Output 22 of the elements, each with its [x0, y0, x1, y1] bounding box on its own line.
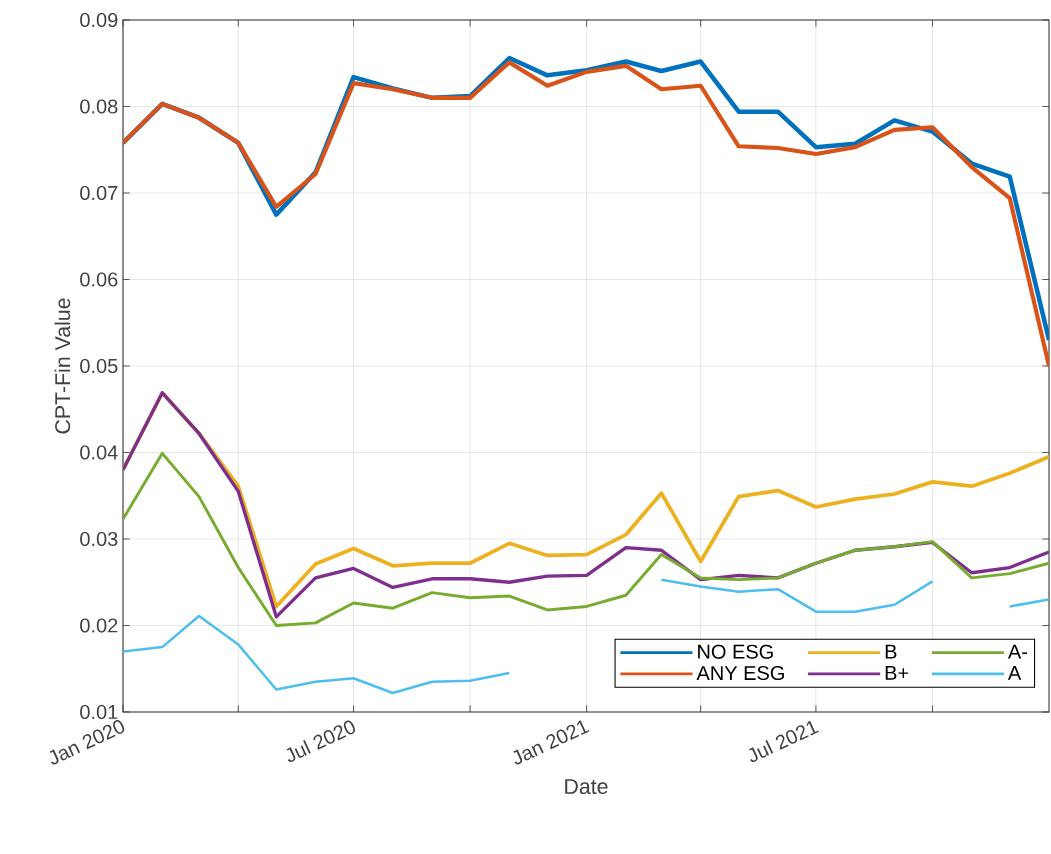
y-tick-label: 0.04 [80, 445, 118, 460]
y-axis-title: CPT-Fin Value [54, 298, 71, 434]
legend-label: A- [1007, 644, 1028, 659]
legend-label: B [885, 644, 897, 659]
y-tick-label: 0.05 [80, 358, 118, 374]
y-tick-label: 0.09 [80, 12, 118, 28]
y-tick-label: 0.03 [80, 531, 118, 547]
y-tick-label: 0.08 [80, 99, 118, 114]
line-series [123, 451, 1049, 627]
legend-label: NO ESG [698, 644, 773, 659]
x-tick-label: Jan 2021 [513, 720, 590, 765]
x-axis-title: Date [565, 779, 608, 795]
x-tick-label: Jul 2020 [286, 720, 355, 763]
x-tick-label: Jul 2021 [749, 720, 819, 763]
y-tick-label: 0.07 [80, 185, 118, 201]
legend-label: B+ [885, 666, 909, 680]
x-tick-label: Jan 2020 [49, 720, 125, 765]
y-tick-label: 0.01 [80, 704, 118, 720]
y-tick-label: 0.06 [80, 272, 118, 287]
legend-label: ANY ESG [696, 665, 784, 681]
y-tick-label: 0.02 [80, 618, 118, 633]
legend-label: A [1007, 666, 1022, 680]
